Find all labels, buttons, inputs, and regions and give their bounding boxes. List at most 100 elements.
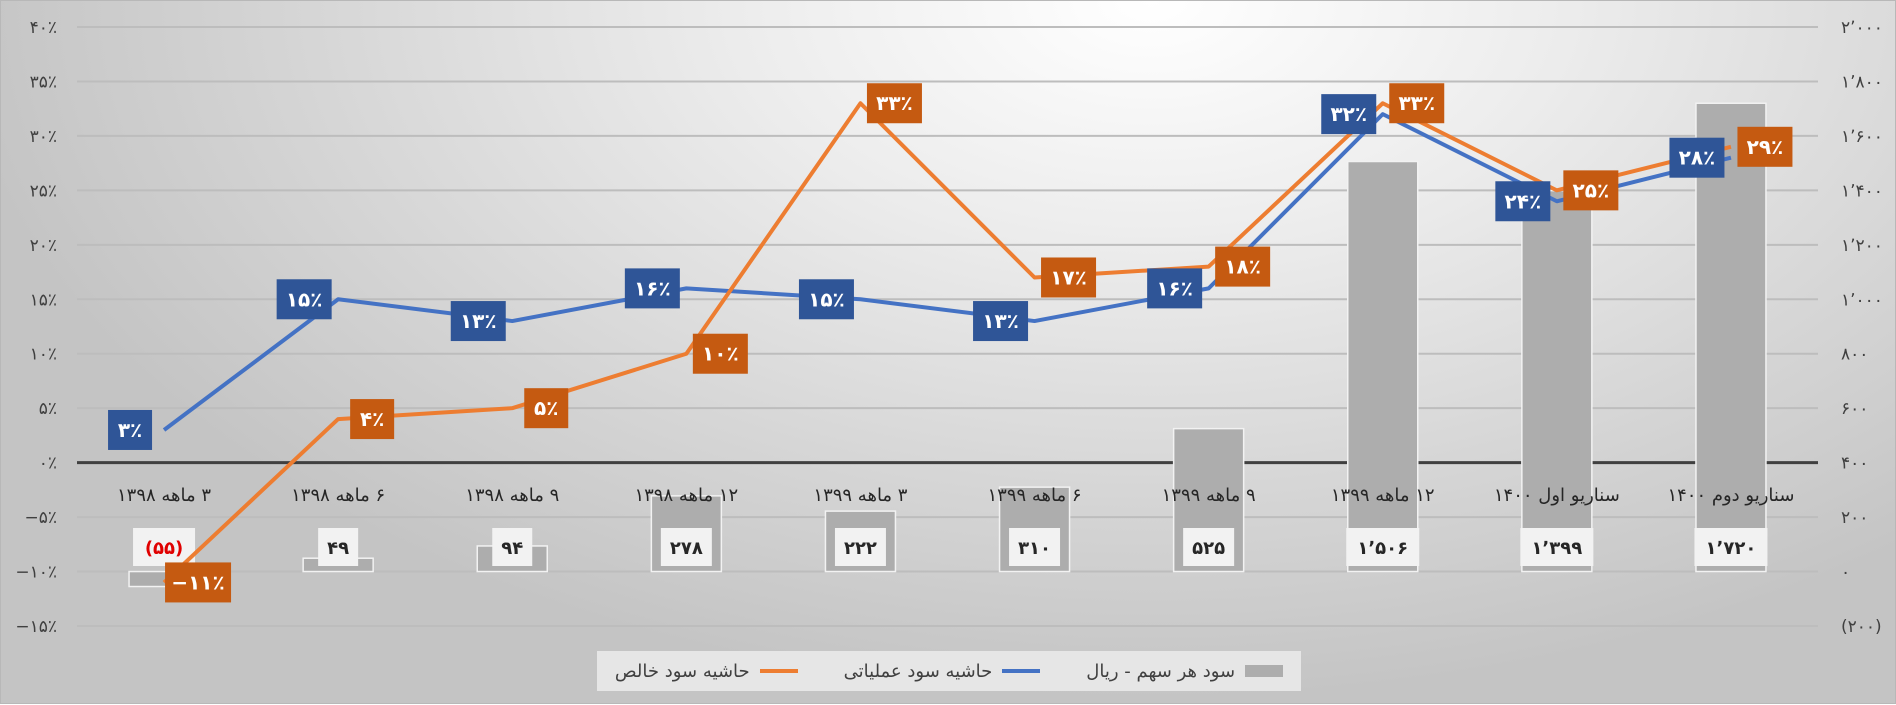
left-axis-tick: ۱۵٪ xyxy=(30,290,57,310)
right-axis-tick: ۰ xyxy=(1841,563,1850,583)
operating-margin-label-box xyxy=(276,279,332,320)
left-axis-tick: ۳۵٪ xyxy=(30,72,57,92)
eps-label: ۱٬۳۹۹ xyxy=(1531,538,1582,559)
right-axis-tick: (۲۰۰) xyxy=(1841,617,1882,637)
category-label: ۳ ماهه ۱۳۹۸ xyxy=(117,485,211,506)
legend-label: سود هر سهم - ریال xyxy=(1086,660,1236,682)
eps-label: ۳۱۰ xyxy=(1018,538,1051,559)
net-margin-label: ۴٪ xyxy=(360,407,384,431)
net-margin-label-box xyxy=(866,83,922,124)
eps-bar xyxy=(1347,160,1419,573)
operating-margin-label-box xyxy=(1669,137,1725,178)
operating-margin-label-box xyxy=(1147,268,1203,309)
eps-label: ۹۴ xyxy=(501,538,523,559)
legend-line-swatch xyxy=(1002,669,1041,673)
right-axis-tick: ۱٬۴۰۰ xyxy=(1841,181,1883,201)
legend-label: حاشیه سود عملیاتی xyxy=(843,660,993,682)
left-axis-tick: ۴۰٪ xyxy=(30,18,57,38)
operating-margin-label-box xyxy=(798,279,854,320)
net-margin-label: ۱۰٪ xyxy=(702,342,739,366)
net-margin-label: ۳۳٪ xyxy=(1398,91,1435,115)
operating-margin-label: ۳٪ xyxy=(118,418,142,442)
legend-item-eps: سود هر سهم - ریال xyxy=(1086,660,1284,682)
eps-label-box xyxy=(1694,528,1768,566)
eps-label: ۵۲۵ xyxy=(1192,538,1225,559)
eps-label-box xyxy=(1009,528,1061,566)
operating-margin-label-box xyxy=(1495,181,1551,222)
eps-label: (۵۵) xyxy=(145,538,183,559)
eps-label-box xyxy=(318,528,359,566)
right-axis-tick: ۲٬۰۰۰ xyxy=(1841,18,1883,38)
operating-margin-label: ۱۳٪ xyxy=(460,309,497,333)
eps-label: ۱٬۵۰۶ xyxy=(1357,538,1408,559)
eps-label-box xyxy=(1183,528,1235,566)
category-label: ۶ ماهه ۱۳۹۹ xyxy=(988,485,1082,506)
net-margin-label: ۱۷٪ xyxy=(1050,265,1087,289)
eps-label: ۴۹ xyxy=(327,538,349,559)
category-label: سناریو اول ۱۴۰۰ xyxy=(1494,485,1620,506)
net-margin-line xyxy=(162,101,1732,584)
left-axis-tick: ۲۵٪ xyxy=(30,181,57,201)
category-label: ۶ ماهه ۱۳۹۸ xyxy=(291,485,385,506)
operating-margin-label: ۳۲٪ xyxy=(1330,102,1367,126)
legend-label: حاشیه سود خالص xyxy=(614,660,750,682)
left-axis-tick: −۱۰٪ xyxy=(15,563,57,583)
eps-label-box xyxy=(660,528,712,566)
right-axis-tick: ۸۰۰ xyxy=(1841,345,1868,365)
net-margin-label-box xyxy=(1041,257,1097,298)
legend-item-operating-margin: حاشیه سود عملیاتی xyxy=(844,661,1041,682)
legend: حاشیه سود خالص حاشیه سود عملیاتی سود هر … xyxy=(597,651,1301,691)
category-label: ۱۲ ماهه ۱۳۹۸ xyxy=(634,485,738,506)
eps-label-box xyxy=(1520,528,1594,566)
eps-label: ۲۷۸ xyxy=(670,538,703,559)
operating-margin-line xyxy=(162,112,1732,432)
category-label: ۱۲ ماهه ۱۳۹۹ xyxy=(1331,485,1435,506)
eps-label-box xyxy=(834,528,886,566)
operating-margin-label-box xyxy=(450,301,506,342)
operating-margin-label: ۱۶٪ xyxy=(634,276,671,300)
operating-margin-label-box xyxy=(624,268,680,309)
category-label: ۹ ماهه ۱۳۹۸ xyxy=(465,485,559,506)
net-margin-label: ۳۳٪ xyxy=(876,91,913,115)
net-margin-label-box xyxy=(524,388,569,429)
net-margin-label-box xyxy=(1737,126,1793,167)
right-axis-tick: ۱٬۰۰۰ xyxy=(1841,290,1883,310)
net-margin-label-box xyxy=(1563,170,1619,211)
legend-bar-swatch xyxy=(1245,665,1284,677)
net-margin-label: ۱۸٪ xyxy=(1224,255,1261,279)
eps-label-box xyxy=(492,528,533,566)
right-axis-tick: ۱٬۲۰۰ xyxy=(1841,236,1883,256)
right-axis-tick: ۱٬۶۰۰ xyxy=(1841,127,1883,147)
eps-label-box xyxy=(133,528,196,566)
right-axis-tick: ۱٬۸۰۰ xyxy=(1841,72,1883,92)
net-margin-label-box xyxy=(692,333,748,374)
right-axis-tick: ۶۰۰ xyxy=(1841,399,1868,419)
eps-label: ۱٬۷۲۰ xyxy=(1706,538,1757,559)
left-axis-tick: ۲۰٪ xyxy=(30,236,57,256)
net-margin-label-box xyxy=(1215,246,1271,287)
operating-margin-label-box xyxy=(1321,94,1377,135)
net-margin-label: ۲۹٪ xyxy=(1747,135,1784,159)
operating-margin-label-box xyxy=(973,301,1029,342)
legend-item-net-margin: حاشیه سود خالص xyxy=(615,661,798,682)
operating-margin-label: ۲۸٪ xyxy=(1679,146,1716,170)
eps-label-box xyxy=(1346,528,1420,566)
operating-margin-label-box xyxy=(108,409,153,450)
operating-margin-label: ۱۵٪ xyxy=(286,287,323,311)
category-label: ۹ ماهه ۱۳۹۹ xyxy=(1162,485,1256,506)
eps-bar xyxy=(1521,189,1593,573)
category-label: ۳ ماهه ۱۳۹۹ xyxy=(813,485,907,506)
left-axis-tick: ۰٪ xyxy=(39,454,57,474)
operating-margin-label: ۱۶٪ xyxy=(1156,276,1193,300)
left-axis-tick: −۵٪ xyxy=(24,508,57,528)
eps-bar xyxy=(1695,102,1767,573)
right-axis-tick: ۴۰۰ xyxy=(1841,454,1868,474)
eps-label: ۲۲۲ xyxy=(844,538,877,559)
legend-line-swatch xyxy=(759,669,798,673)
net-margin-label-box xyxy=(1389,83,1445,124)
net-margin-label-box xyxy=(165,562,232,603)
category-label: سناریو دوم ۱۴۰۰ xyxy=(1667,485,1794,506)
net-margin-label: ۲۵٪ xyxy=(1573,178,1610,202)
left-axis-tick: ۱۰٪ xyxy=(30,345,57,365)
